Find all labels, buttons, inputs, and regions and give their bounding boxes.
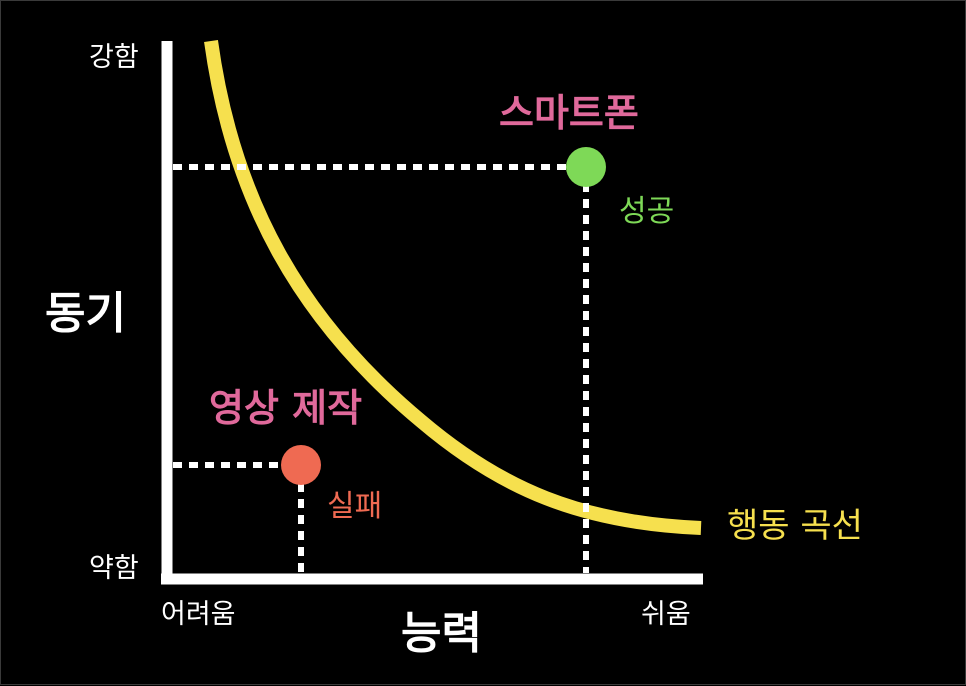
smartphone-point (566, 147, 606, 187)
x-hard-label: 어려움 (161, 599, 236, 630)
smartphone-title: 스마트폰 (499, 91, 639, 135)
smartphone-status: 성공 (619, 194, 675, 229)
y-high-label: 강함 (89, 42, 139, 73)
y-axis-title: 동기 (45, 288, 126, 339)
x-easy-label: 쉬움 (641, 599, 691, 630)
video-point (281, 445, 321, 485)
video-title: 영상 제작 (209, 386, 363, 430)
curve-label: 행동 곡선 (727, 506, 863, 546)
x-axis-title: 능력 (401, 608, 482, 659)
y-low-label: 약함 (89, 553, 139, 584)
video-status: 실패 (327, 489, 383, 524)
